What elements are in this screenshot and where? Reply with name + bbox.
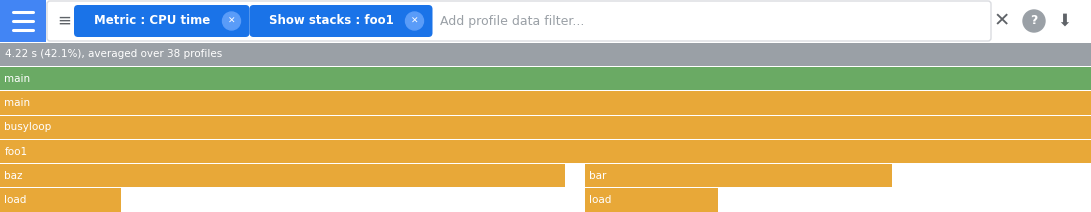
Text: busyloop: busyloop: [4, 122, 51, 132]
FancyBboxPatch shape: [0, 164, 1091, 188]
Text: bar: bar: [589, 171, 607, 181]
FancyBboxPatch shape: [0, 43, 1091, 66]
FancyBboxPatch shape: [0, 91, 1091, 114]
FancyBboxPatch shape: [0, 188, 121, 212]
Text: ≡: ≡: [57, 12, 71, 30]
Text: Metric : CPU time: Metric : CPU time: [94, 14, 209, 28]
FancyBboxPatch shape: [0, 140, 1091, 163]
Circle shape: [223, 12, 240, 30]
Circle shape: [406, 12, 423, 30]
Text: ✕: ✕: [994, 11, 1010, 31]
Text: Show stacks : foo1: Show stacks : foo1: [268, 14, 394, 28]
FancyBboxPatch shape: [0, 140, 1091, 163]
FancyBboxPatch shape: [250, 5, 432, 37]
Text: ⬇: ⬇: [1057, 12, 1071, 30]
Text: main: main: [4, 74, 31, 84]
Text: main: main: [4, 98, 31, 108]
Text: load: load: [4, 195, 27, 205]
Text: load: load: [589, 195, 612, 205]
FancyBboxPatch shape: [0, 67, 1091, 91]
FancyBboxPatch shape: [0, 67, 1091, 90]
Text: baz: baz: [4, 171, 23, 181]
FancyBboxPatch shape: [74, 5, 250, 37]
FancyBboxPatch shape: [585, 188, 718, 212]
FancyBboxPatch shape: [47, 1, 991, 41]
Text: ✕: ✕: [410, 17, 418, 25]
FancyBboxPatch shape: [0, 91, 1091, 115]
Text: ?: ?: [1030, 14, 1038, 28]
Text: 4.22 s (42.1%), averaged over 38 profiles: 4.22 s (42.1%), averaged over 38 profile…: [5, 49, 223, 60]
FancyBboxPatch shape: [0, 116, 1091, 139]
FancyBboxPatch shape: [585, 164, 892, 187]
Circle shape: [1023, 10, 1045, 32]
FancyBboxPatch shape: [0, 188, 1091, 212]
FancyBboxPatch shape: [0, 116, 1091, 139]
FancyBboxPatch shape: [0, 0, 46, 42]
Text: Add profile data filter...: Add profile data filter...: [441, 14, 585, 28]
Text: ✕: ✕: [228, 17, 236, 25]
FancyBboxPatch shape: [0, 164, 565, 187]
Text: foo1: foo1: [4, 147, 27, 157]
